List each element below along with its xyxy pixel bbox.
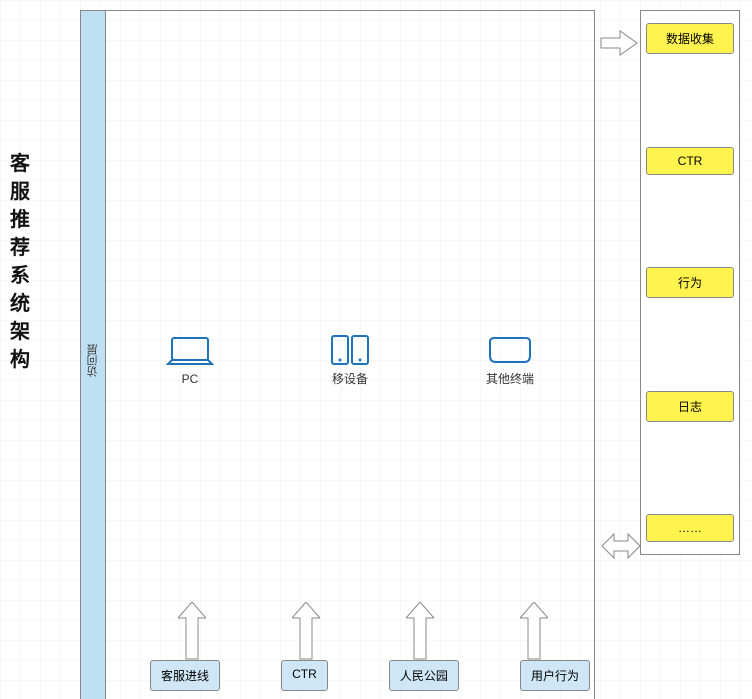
arrow-up <box>292 602 320 660</box>
arrow-up <box>520 602 548 660</box>
side-item: 行为 <box>646 267 734 298</box>
input-source: CTR <box>281 660 328 691</box>
side-item: 日志 <box>646 391 734 422</box>
layer-stack: 访问层PC移设备其他终端WEB层平台站点移动APP其他平台应用接口层API Ga… <box>80 10 595 699</box>
side-panel: 数据收集 CTR 行为日志 …… <box>640 10 740 555</box>
layer-body: PC 移设备 其他终端 <box>106 10 595 699</box>
arrow-bidirectional <box>602 532 640 563</box>
layer-access: 访问层 PC 移设备 其他终端 <box>80 10 595 699</box>
layer-tab: 访问层 <box>80 10 106 699</box>
side-item: …… <box>646 514 734 542</box>
input-source: 用户行为 <box>520 660 590 691</box>
icon-label: PC <box>182 372 199 386</box>
icon-item: 其他终端 <box>486 334 534 387</box>
side-title: 数据收集 <box>646 23 734 54</box>
side-item: CTR <box>646 147 734 175</box>
arrow-right <box>600 30 638 59</box>
arrow-up <box>178 602 206 660</box>
arrow-up <box>406 602 434 660</box>
icon-item: 移设备 <box>326 334 374 387</box>
input-source: 客服进线 <box>150 660 220 691</box>
input-source: 人民公园 <box>389 660 459 691</box>
input-sources: 客服进线 CTR 人民公园 用户行为 <box>150 660 590 691</box>
icon-item: PC <box>166 336 214 386</box>
icon-label: 其他终端 <box>486 370 534 387</box>
icon-label: 移设备 <box>332 370 368 387</box>
diagram-title: 客服推荐系统架构 <box>10 150 30 374</box>
